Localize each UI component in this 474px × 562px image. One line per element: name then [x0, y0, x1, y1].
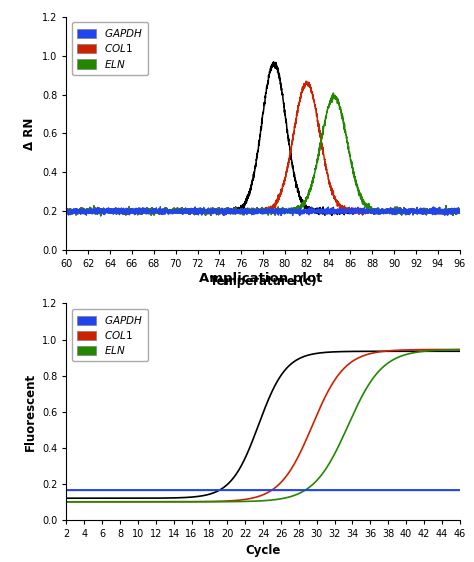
Legend: $\it{GAPDH}$, $\it{COL 1}$, $\it{ELN}$: $\it{GAPDH}$, $\it{COL 1}$, $\it{ELN}$: [72, 309, 148, 361]
Legend: $\it{GAPDH}$, $\it{COL 1}$, $\it{ELN}$: $\it{GAPDH}$, $\it{COL 1}$, $\it{ELN}$: [72, 22, 148, 75]
Text: Amplication plot: Amplication plot: [199, 271, 322, 285]
X-axis label: Cycle: Cycle: [246, 545, 281, 558]
Y-axis label: Fluorescent: Fluorescent: [23, 373, 36, 451]
X-axis label: Temperature (c): Temperature (c): [210, 275, 316, 288]
Y-axis label: Δ RN: Δ RN: [23, 117, 36, 149]
